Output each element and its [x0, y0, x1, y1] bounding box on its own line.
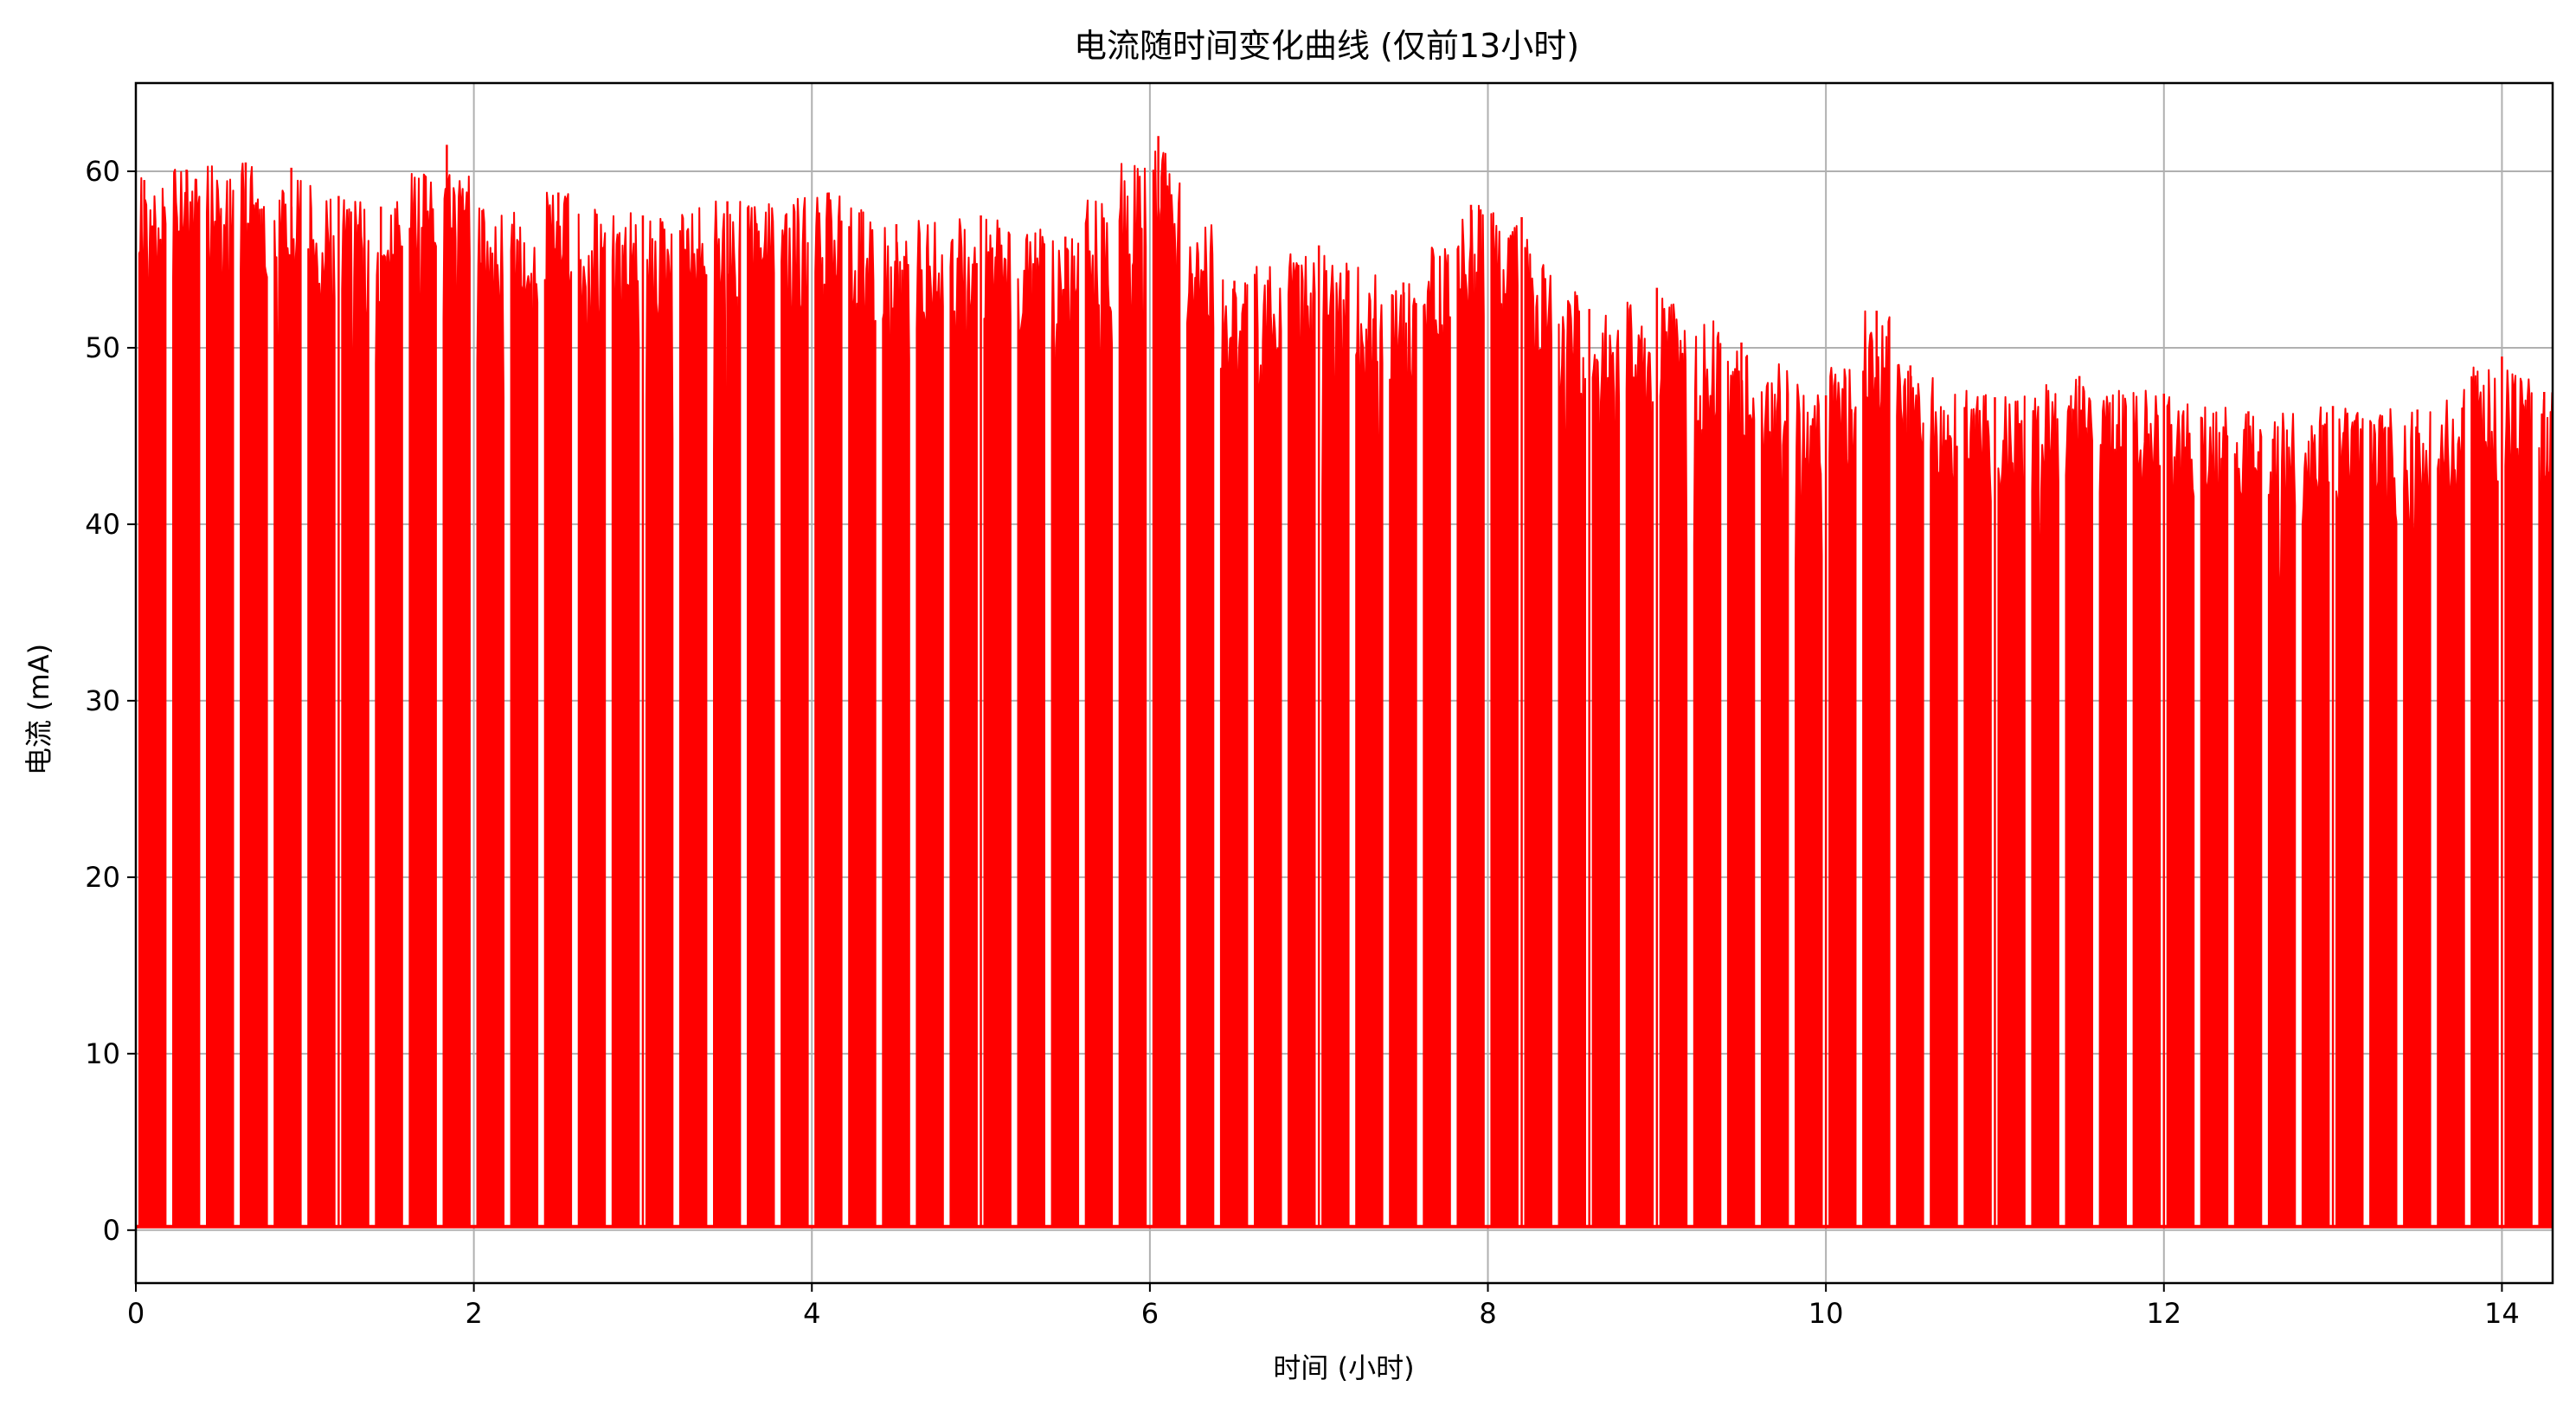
current-pulse: [2504, 369, 2533, 1228]
x-tick-label: 12: [2146, 1297, 2181, 1330]
current-pulse: [1558, 291, 1586, 1228]
tick-layer: 0 2 4 6 8 10 12 14 0 10 20 30 40 50 60: [85, 155, 2519, 1330]
current-pulse: [1355, 266, 1384, 1228]
current-pulse: [2031, 383, 2059, 1228]
current-pulse: [678, 207, 708, 1228]
current-pulse: [2132, 389, 2162, 1228]
current-pulse: [1152, 151, 1181, 1228]
y-tick-label: 20: [85, 861, 120, 894]
current-pulse: [510, 211, 539, 1228]
current-pulse: [2437, 388, 2465, 1228]
current-pulse: [273, 179, 302, 1228]
current-pulse: [848, 207, 877, 1228]
current-pulse: [611, 212, 640, 1228]
current-pulse: [1760, 363, 1789, 1228]
x-tick-label: 8: [1479, 1297, 1496, 1330]
current-pulse: [2538, 392, 2554, 1228]
current-pulse: [1693, 320, 1722, 1228]
y-axis-label: 电流 (mA): [22, 644, 55, 775]
x-tick-label: 0: [127, 1297, 145, 1330]
current-pulse: [375, 201, 403, 1228]
current-pulse: [915, 220, 944, 1228]
x-tick-label: 10: [1808, 1297, 1844, 1330]
chart-title: 电流随时间变化曲线 (仅前13小时): [1074, 27, 1579, 65]
current-pulse: [1185, 224, 1215, 1228]
x-tick-label: 14: [2484, 1297, 2520, 1330]
current-pulse: [1017, 228, 1045, 1228]
current-pulse: [645, 217, 674, 1228]
current-pulse: [2098, 389, 2127, 1228]
current-pulse: [2301, 406, 2330, 1228]
current-pulse: [1254, 266, 1282, 1228]
current-pulse: [1591, 314, 1621, 1228]
current-pulse: [2267, 412, 2297, 1228]
current-pulse: [1423, 247, 1451, 1228]
current-pulse: [1084, 199, 1114, 1228]
current-pulse: [1828, 367, 1857, 1228]
current-pulse: [1321, 254, 1350, 1228]
current-pulse: [983, 218, 1012, 1228]
current-pulse: [949, 218, 978, 1228]
current-pulse: [2470, 366, 2499, 1228]
current-pulse: [206, 165, 234, 1228]
y-tick-label: 40: [85, 508, 120, 541]
current-pulse: [2200, 406, 2229, 1228]
current-pulse: [138, 176, 167, 1228]
current-pulse: [1118, 163, 1147, 1228]
plot-frame: [134, 81, 2554, 1285]
y-tick-label: 30: [85, 684, 120, 717]
current-pulse: [2369, 408, 2398, 1228]
x-axis-label: 时间 (小时): [1273, 1351, 1414, 1384]
current-pulse: [2166, 396, 2195, 1228]
current-pulse: [1288, 253, 1316, 1228]
y-tick-label: 0: [103, 1214, 120, 1247]
y-tick-label: 50: [85, 331, 120, 364]
current-pulse: [408, 172, 437, 1228]
current-pulse: [1795, 383, 1823, 1228]
y-tick-label: 60: [85, 155, 120, 188]
current-pulse: [1997, 395, 2026, 1228]
data-layer: [136, 136, 2554, 1229]
current-pulse: [1490, 212, 1519, 1228]
current-pulse: [1930, 376, 1958, 1228]
x-tick-label: 4: [803, 1297, 820, 1330]
current-pulse: [240, 162, 268, 1228]
current-pulse: [577, 209, 607, 1228]
current-pulse: [2335, 408, 2364, 1228]
x-tick-label: 6: [1141, 1297, 1159, 1330]
current-pulse: [747, 202, 775, 1228]
current-pulse: [1625, 301, 1654, 1228]
current-pulse: [1524, 239, 1552, 1228]
y-tick-label: 10: [85, 1037, 120, 1070]
current-pulse: [476, 207, 504, 1228]
current-pulse: [1659, 298, 1688, 1228]
current-pulse: [1963, 389, 1992, 1228]
x-tick-label: 2: [465, 1297, 482, 1330]
current-pulse: [341, 199, 369, 1228]
current-pulse: [781, 196, 809, 1228]
current-pulse: [307, 184, 336, 1228]
current-series: [136, 136, 2554, 1229]
